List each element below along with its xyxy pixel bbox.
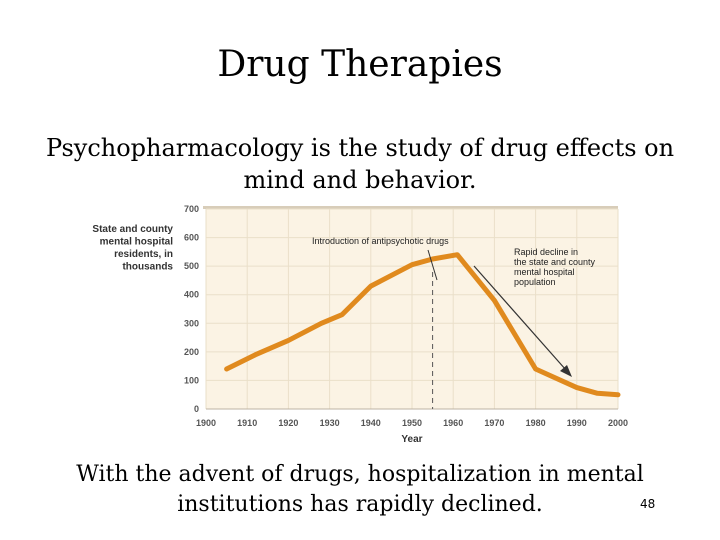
annotation-decline-line: population — [514, 277, 556, 287]
series-point — [225, 368, 228, 370]
x-tick-label: 1970 — [484, 418, 504, 428]
y-tick-label: 0 — [194, 404, 199, 414]
annotation-decline-line: Rapid decline in — [514, 247, 578, 257]
series-point — [456, 253, 459, 256]
slide-footer: With the advent of drugs, hospitalizatio… — [76, 462, 644, 517]
decline-arrow-shaft — [473, 265, 567, 371]
x-tick-label: 1980 — [526, 418, 546, 428]
annotation-decline-line: the state and county — [514, 257, 596, 267]
series-point — [411, 263, 413, 266]
annotation-decline-line: mental hospital — [514, 267, 575, 277]
series-point — [431, 258, 434, 260]
x-tick-label: 1910 — [237, 418, 257, 428]
x-tick-label: 1900 — [196, 418, 216, 428]
annotation-antipsychotic: Introduction of antipsychotic drugs — [312, 236, 449, 246]
series-point — [254, 353, 257, 356]
y-tick-label: 700 — [184, 204, 199, 214]
series-point — [493, 299, 496, 302]
y-tick-label: 100 — [184, 375, 199, 385]
x-tick-label: 1940 — [361, 418, 381, 428]
y-tick-label: 400 — [184, 290, 199, 300]
series-point — [370, 285, 372, 287]
slide-subtitle: Psychopharmacology is the study of drug … — [45, 134, 675, 194]
series-point — [534, 368, 537, 370]
series-point — [287, 339, 290, 342]
x-tick-label: 1920 — [278, 418, 298, 428]
plot-top-band — [203, 206, 618, 209]
y-axis-title-line: mental hospital — [100, 237, 174, 248]
y-tick-label: 200 — [184, 347, 199, 357]
series-line — [224, 252, 621, 398]
x-axis-title: Year — [401, 434, 422, 445]
page-number: 48 — [640, 497, 656, 511]
x-tick-label: 1930 — [320, 418, 340, 428]
annotation-antipsychotic-pointer — [427, 249, 438, 281]
series-point — [320, 322, 323, 325]
series-point — [617, 393, 619, 396]
y-tick-label: 600 — [184, 233, 199, 243]
x-tick-label: 1960 — [443, 418, 463, 428]
series-point — [576, 386, 578, 389]
x-tick-label: 2000 — [608, 418, 628, 428]
hospital-residents-chart: 1900 1910 1920 1930 1940 1950 1960 1970 1980 1990… — [92, 204, 628, 445]
x-tick-label: 1950 — [402, 418, 422, 428]
y-tick-label: 300 — [184, 318, 199, 328]
slide-title: Drug Therapies — [217, 44, 503, 85]
series-point — [596, 392, 599, 395]
y-axis-title-line: residents, in — [114, 249, 173, 260]
series-point — [341, 313, 343, 316]
y-axis-title-line: State and county — [92, 224, 173, 235]
y-tick-label: 500 — [184, 261, 199, 271]
x-tick-label: 1990 — [567, 418, 587, 428]
decline-arrowhead — [560, 365, 572, 377]
y-axis-title-line: thousands — [122, 262, 173, 273]
